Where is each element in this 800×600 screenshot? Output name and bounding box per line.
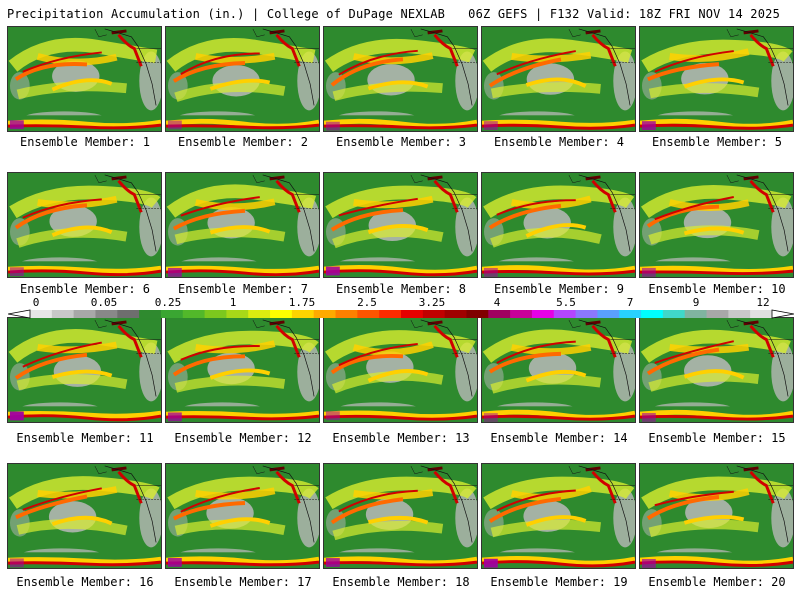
colorbar-cell (204, 310, 227, 318)
colorbar-arrow (771, 309, 794, 319)
ensemble-member-label: Ensemble Member: 3 (335, 135, 467, 149)
ensemble-member-label: Ensemble Member: 4 (493, 135, 625, 149)
ensemble-member-map (165, 172, 320, 278)
ensemble-member-map (323, 172, 478, 278)
ensemble-member-label: Ensemble Member: 18 (332, 575, 470, 589)
ensemble-member-map (639, 463, 794, 569)
ensemble-member-label: Ensemble Member: 19 (490, 575, 628, 589)
colorbar-cell (379, 310, 402, 318)
colorbar-cell (51, 310, 75, 318)
ensemble-member-map (165, 26, 320, 132)
ensemble-member-label: Ensemble Member: 13 (332, 431, 470, 445)
colorbar-tick-label: 0 (32, 296, 40, 309)
colorbar-cell (575, 310, 598, 318)
ensemble-member-map (481, 317, 636, 423)
colorbar-cell (422, 310, 446, 318)
ensemble-member-label: Ensemble Member: 1 (19, 135, 151, 149)
ensemble-member-map (639, 172, 794, 278)
ensemble-member-label: Ensemble Member: 14 (490, 431, 628, 445)
colorbar-tick-label: 9 (692, 296, 700, 309)
colorbar-tick-label: 12 (756, 296, 770, 309)
colorbar-tick-label: 0.05 (90, 296, 118, 309)
ensemble-member-label: Ensemble Member: 11 (16, 431, 154, 445)
colorbar-cell (248, 310, 271, 318)
colorbar-cell (510, 310, 533, 318)
precipitation-colorbar (8, 309, 794, 319)
ensemble-member-map (481, 463, 636, 569)
colorbar-cell (357, 310, 380, 318)
colorbar-tick-label: 1 (229, 296, 237, 309)
colorbar-cell (160, 310, 184, 318)
colorbar-tick-label: 0.25 (154, 296, 182, 309)
colorbar-cell (488, 310, 511, 318)
colorbar-tick-label: 1.75 (288, 296, 316, 309)
ensemble-member-map (639, 317, 794, 423)
ensemble-member-label: Ensemble Member: 8 (335, 282, 467, 296)
colorbar-cell (95, 310, 118, 318)
colorbar-cell (30, 310, 53, 318)
ensemble-member-map (7, 26, 162, 132)
ensemble-member-label: Ensemble Member: 16 (16, 575, 154, 589)
colorbar-cell (531, 310, 555, 318)
colorbar-cell (553, 310, 577, 318)
colorbar-cell (619, 310, 642, 318)
ensemble-member-label: Ensemble Member: 6 (19, 282, 151, 296)
ensemble-member-label: Ensemble Member: 2 (177, 135, 309, 149)
colorbar-arrow (8, 309, 31, 319)
ensemble-member-label: Ensemble Member: 9 (493, 282, 625, 296)
ensemble-member-map (7, 317, 162, 423)
ensemble-member-label: Ensemble Member: 12 (174, 431, 312, 445)
ensemble-member-map (323, 317, 478, 423)
ensemble-member-map (481, 26, 636, 132)
ensemble-member-label: Ensemble Member: 15 (648, 431, 786, 445)
ensemble-member-label: Ensemble Member: 5 (651, 135, 783, 149)
colorbar-cell (139, 310, 162, 318)
colorbar-tick-label: 3.25 (418, 296, 446, 309)
colorbar-cell (641, 310, 664, 318)
colorbar-cell (270, 310, 293, 318)
colorbar-tick-label: 4 (493, 296, 501, 309)
colorbar-cell (662, 310, 686, 318)
colorbar-tick-label: 7 (626, 296, 634, 309)
ensemble-member-label: Ensemble Member: 7 (177, 282, 309, 296)
ensemble-member-map (7, 172, 162, 278)
colorbar-cell (226, 310, 249, 318)
colorbar-cell (291, 310, 315, 318)
colorbar-cell (728, 310, 751, 318)
colorbar-tick-label: 2.5 (357, 296, 377, 309)
colorbar-cell (466, 310, 489, 318)
colorbar-cell (117, 310, 140, 318)
colorbar-tick-label: 5.5 (556, 296, 576, 309)
ensemble-member-map (323, 26, 478, 132)
ensemble-member-map (165, 317, 320, 423)
ensemble-member-map (323, 463, 478, 569)
colorbar-cell (684, 310, 708, 318)
ensemble-member-label: Ensemble Member: 20 (648, 575, 786, 589)
colorbar-cell (313, 310, 337, 318)
ensemble-member-map (7, 463, 162, 569)
colorbar-cell (444, 310, 467, 318)
ensemble-member-map (481, 172, 636, 278)
ensemble-member-label: Ensemble Member: 10 (648, 282, 786, 296)
colorbar-cell (182, 310, 206, 318)
ensemble-member-map (639, 26, 794, 132)
colorbar-cell (597, 310, 620, 318)
colorbar-cell (706, 310, 729, 318)
colorbar-cell (401, 310, 424, 318)
colorbar-cell (335, 310, 358, 318)
ensemble-member-label: Ensemble Member: 17 (174, 575, 312, 589)
colorbar-cell (73, 310, 96, 318)
ensemble-member-map (165, 463, 320, 569)
colorbar-cell (750, 310, 773, 318)
model-run-info: 06Z GEFS | F132 Valid: 18Z FRI NOV 14 20… (468, 7, 780, 21)
map-title: Precipitation Accumulation (in.) | Colle… (7, 7, 446, 21)
